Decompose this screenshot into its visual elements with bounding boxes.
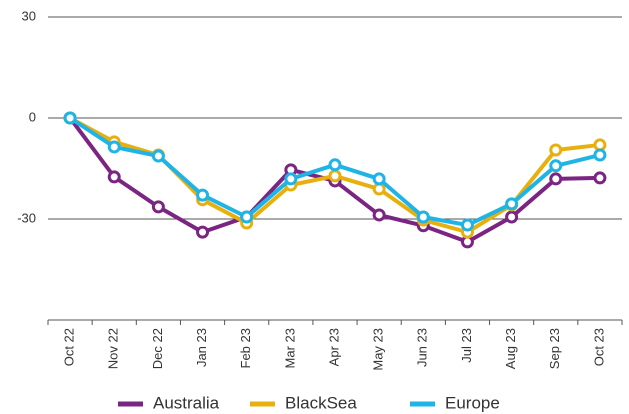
point (196, 225, 210, 239)
point (151, 200, 165, 214)
legend-label: Europe (445, 393, 500, 412)
point (107, 140, 121, 154)
point (372, 208, 386, 222)
legend-label: Australia (153, 393, 220, 412)
point (549, 159, 563, 173)
point (196, 188, 210, 202)
point (416, 210, 430, 224)
x-tick-label: Oct 23 (591, 328, 606, 366)
x-tick-label: May 23 (371, 328, 386, 371)
point (505, 210, 519, 224)
point (372, 182, 386, 196)
point (549, 143, 563, 157)
point (593, 171, 607, 185)
point (593, 148, 607, 162)
point (593, 138, 607, 152)
x-tick-label: Dec 22 (150, 328, 165, 369)
point (328, 169, 342, 183)
x-tick-label: Jul 23 (459, 328, 474, 363)
point (151, 149, 165, 163)
point (284, 172, 298, 186)
point (240, 210, 254, 224)
point (505, 197, 519, 211)
x-tick-label: Feb 23 (238, 328, 253, 368)
x-tick-label: Jan 23 (194, 328, 209, 367)
y-tick-label: -30 (17, 210, 36, 225)
x-tick-label: Oct 22 (62, 328, 77, 366)
point (460, 218, 474, 232)
point (328, 158, 342, 172)
y-tick-label: 0 (29, 109, 36, 124)
x-tick-label: Sep 23 (547, 328, 562, 369)
x-tick-label: Mar 23 (282, 328, 297, 368)
point (107, 170, 121, 184)
point (372, 172, 386, 186)
y-tick-label: 30 (22, 8, 36, 23)
legend-label: BlackSea (285, 393, 357, 412)
x-tick-label: Apr 23 (326, 328, 341, 366)
point (549, 172, 563, 186)
x-tick-label: Jun 23 (415, 328, 430, 367)
point (63, 111, 77, 125)
x-tick-label: Nov 22 (106, 328, 121, 369)
x-tick-label: Aug 23 (503, 328, 518, 369)
